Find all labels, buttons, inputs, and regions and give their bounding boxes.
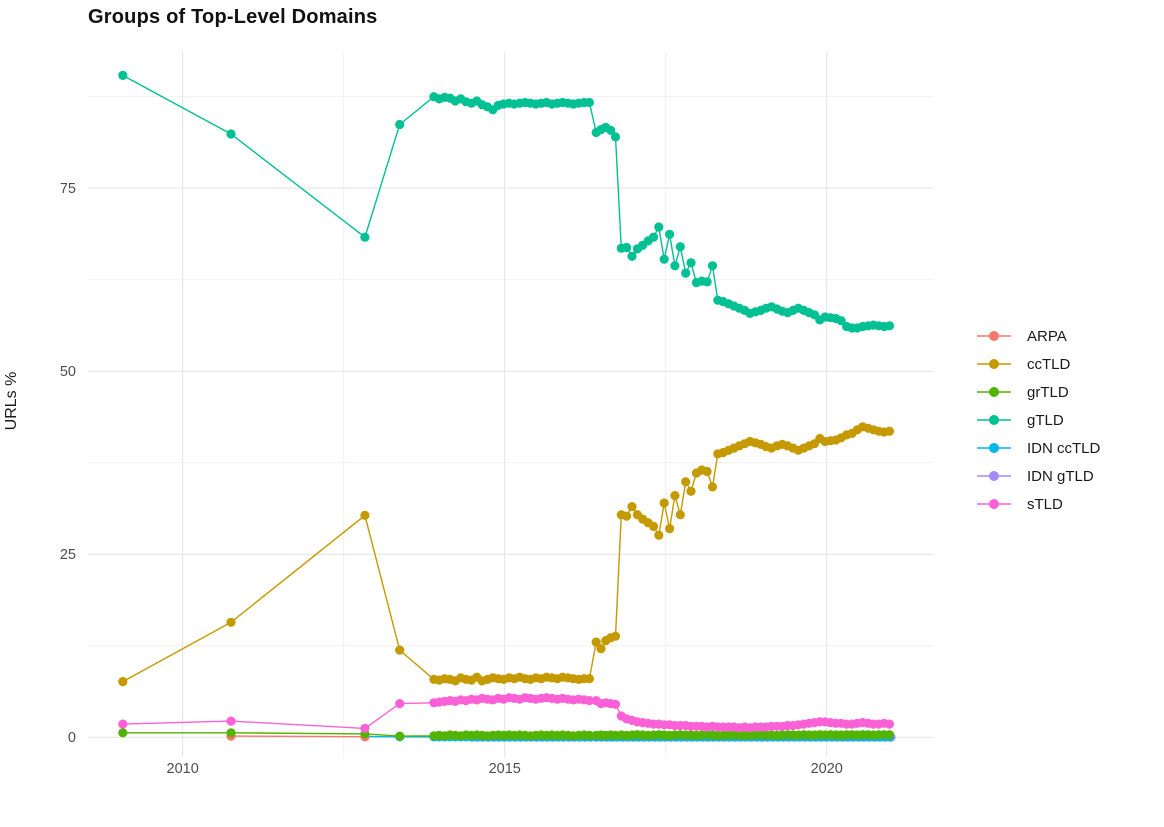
legend-item-idn-cctld: IDN ccTLD <box>977 434 1100 462</box>
data-point <box>584 674 595 684</box>
legend-item-label: ARPA <box>1027 327 1067 345</box>
legend-item-grtld: grTLD <box>977 378 1100 406</box>
data-point <box>610 132 621 142</box>
legend-item-label: IDN gTLD <box>1027 467 1094 485</box>
legend-item-arpa: ARPA <box>977 322 1100 350</box>
series-stld <box>118 693 895 734</box>
data-point <box>686 486 696 496</box>
data-point <box>395 731 405 741</box>
x-tick-label: 2020 <box>811 761 843 777</box>
series-grtld <box>118 728 895 741</box>
legend-key-icon <box>977 386 1011 398</box>
x-tick-label: 2015 <box>489 761 521 777</box>
data-point <box>681 477 691 487</box>
legend-item-gtld: gTLD <box>977 406 1100 434</box>
data-point <box>702 277 712 287</box>
legend-item-label: IDN ccTLD <box>1027 439 1101 457</box>
data-point <box>584 97 595 108</box>
data-point <box>707 261 718 271</box>
legend-key-icon <box>977 330 1011 342</box>
data-point <box>118 728 128 738</box>
data-point <box>584 730 595 741</box>
data-point <box>884 719 895 729</box>
legend-item-label: ccTLD <box>1027 355 1071 373</box>
data-point <box>686 258 696 268</box>
data-point <box>670 261 680 271</box>
y-tick-label: 50 <box>60 364 76 380</box>
data-point <box>659 254 669 264</box>
data-point <box>584 696 595 706</box>
data-point <box>665 229 675 239</box>
legend-item-idn-gtld: IDN gTLD <box>977 462 1100 490</box>
y-tick-label: 75 <box>60 181 76 197</box>
data-point <box>395 699 405 709</box>
data-point <box>591 637 601 647</box>
data-point <box>596 644 606 654</box>
data-point <box>622 242 632 253</box>
legend-item-cctld: ccTLD <box>977 350 1100 378</box>
data-point <box>675 510 685 520</box>
data-point <box>118 70 128 80</box>
series-line <box>122 74 890 329</box>
data-point <box>648 521 659 532</box>
data-point <box>665 524 675 534</box>
x-tick-label: 2010 <box>167 761 199 777</box>
data-point <box>606 125 616 135</box>
data-point <box>118 677 128 687</box>
y-tick-label: 0 <box>68 730 76 746</box>
data-point <box>360 232 370 242</box>
legend-key-icon <box>977 442 1011 454</box>
data-point <box>395 119 405 130</box>
data-point <box>884 426 895 436</box>
data-point <box>648 232 659 242</box>
series-gtld <box>118 70 895 333</box>
data-point <box>226 617 236 627</box>
legend: ARPA ccTLD grTLD gTLD IDN ccTLD IDN gTLD sTLD <box>977 322 1100 518</box>
data-point <box>836 316 846 326</box>
data-point <box>659 498 669 508</box>
data-point <box>702 466 712 477</box>
data-point <box>622 511 632 521</box>
data-point <box>610 631 621 641</box>
data-point <box>226 728 236 738</box>
data-point <box>118 719 128 729</box>
legend-item-label: grTLD <box>1027 383 1069 401</box>
chart-title: Groups of Top-Level Domains <box>88 6 378 28</box>
data-point <box>707 482 718 492</box>
data-point <box>654 222 664 232</box>
legend-item-label: sTLD <box>1027 495 1063 513</box>
legend-item-label: gTLD <box>1027 411 1064 429</box>
data-point <box>654 530 664 540</box>
data-point <box>675 242 685 252</box>
legend-key-icon <box>977 498 1011 510</box>
data-point <box>670 491 680 501</box>
data-point <box>884 730 895 740</box>
legend-item-stld: sTLD <box>977 490 1100 518</box>
data-point <box>395 645 405 655</box>
y-axis-title: URLs % <box>3 371 20 431</box>
data-point <box>226 129 236 139</box>
legend-key-icon <box>977 414 1011 426</box>
data-point <box>610 699 621 709</box>
data-point <box>360 510 370 520</box>
data-point <box>627 502 637 512</box>
legend-key-icon <box>977 358 1011 370</box>
y-tick-label: 25 <box>60 547 76 563</box>
data-point <box>681 268 691 278</box>
series-line <box>230 735 365 738</box>
data-point <box>226 716 236 726</box>
data-point <box>360 723 370 734</box>
series-cctld <box>118 422 895 687</box>
legend-key-icon <box>977 470 1011 482</box>
data-point <box>884 321 895 331</box>
data-point <box>627 251 637 261</box>
